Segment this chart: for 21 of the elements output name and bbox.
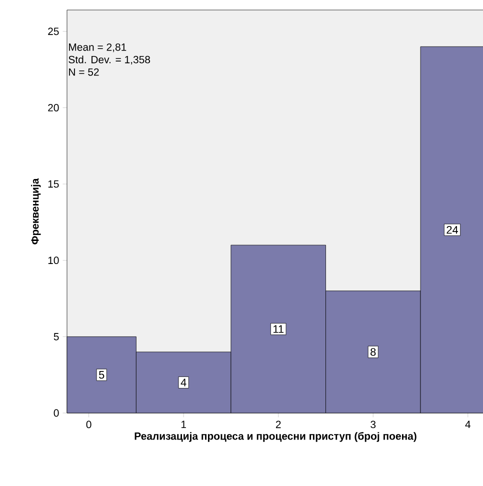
x-tick-label: 4: [465, 420, 470, 428]
data-label: 24: [446, 226, 458, 234]
y-tick-label: 25: [48, 28, 59, 36]
y-tick-label: 0: [54, 409, 59, 417]
annotation: Std. Dev. = 1,358: [68, 56, 150, 65]
data-label: 5: [98, 371, 104, 379]
data-label: 11: [273, 325, 284, 333]
data-label: 4: [180, 378, 186, 386]
data-label: 8: [370, 348, 376, 356]
annotation: Mean = 2,81: [69, 43, 126, 52]
y-axis-title: Фреквенција: [31, 178, 41, 244]
x-tick-label: 2: [276, 420, 281, 428]
x-tick-label: 0: [86, 420, 92, 428]
y-tick-label: 10: [48, 256, 59, 264]
x-axis-title: Реализација процеса и процесни приступ (број поена): [134, 432, 416, 442]
annotation: N = 52: [69, 68, 99, 76]
x-tick-label: 3: [370, 420, 376, 428]
x-tick-label: 1: [181, 420, 186, 428]
y-tick-label: 5: [54, 333, 59, 340]
y-tick-label: 20: [48, 104, 59, 112]
y-tick-label: 15: [48, 180, 59, 188]
